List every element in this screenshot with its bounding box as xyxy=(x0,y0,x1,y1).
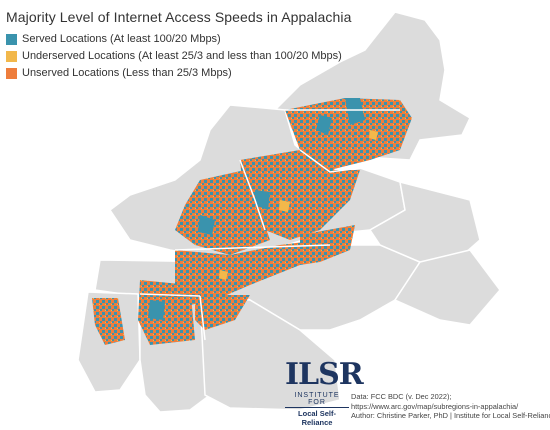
legend-swatch-served xyxy=(6,33,17,45)
source-line3: Author: Christine Parker, PhD | Institut… xyxy=(351,411,550,420)
legend-swatch-underserved xyxy=(6,50,17,62)
logo-line2: Local Self-Reliance xyxy=(285,407,349,427)
legend-item-underserved: Underserved Locations (At least 25/3 and… xyxy=(6,48,342,64)
legend-item-served: Served Locations (At least 100/20 Mbps) xyxy=(6,31,342,47)
map-title: Majority Level of Internet Access Speeds… xyxy=(6,9,352,25)
legend-swatch-unserved xyxy=(6,67,17,79)
map-legend: Served Locations (At least 100/20 Mbps) … xyxy=(6,31,342,82)
legend-label-unserved: Unserved Locations (Less than 25/3 Mbps) xyxy=(22,67,232,79)
logo-mark: ILSR xyxy=(285,357,364,392)
source-line1: Data: FCC BDC (v. Dec 2022); xyxy=(351,392,452,401)
source-credits: Data: FCC BDC (v. Dec 2022); https://www… xyxy=(351,392,550,421)
source-line2: https://www.arc.gov/map/subregions-in-ap… xyxy=(351,401,519,411)
legend-label-served: Served Locations (At least 100/20 Mbps) xyxy=(22,33,221,45)
legend-item-unserved: Unserved Locations (Less than 25/3 Mbps) xyxy=(6,65,342,81)
state-borders xyxy=(139,109,400,341)
ilsr-logo: ILSR INSTITUTE FOR Local Self-Reliance xyxy=(285,357,364,427)
logo-line1: INSTITUTE FOR xyxy=(294,392,340,406)
legend-label-underserved: Underserved Locations (At least 25/3 and… xyxy=(22,50,342,62)
